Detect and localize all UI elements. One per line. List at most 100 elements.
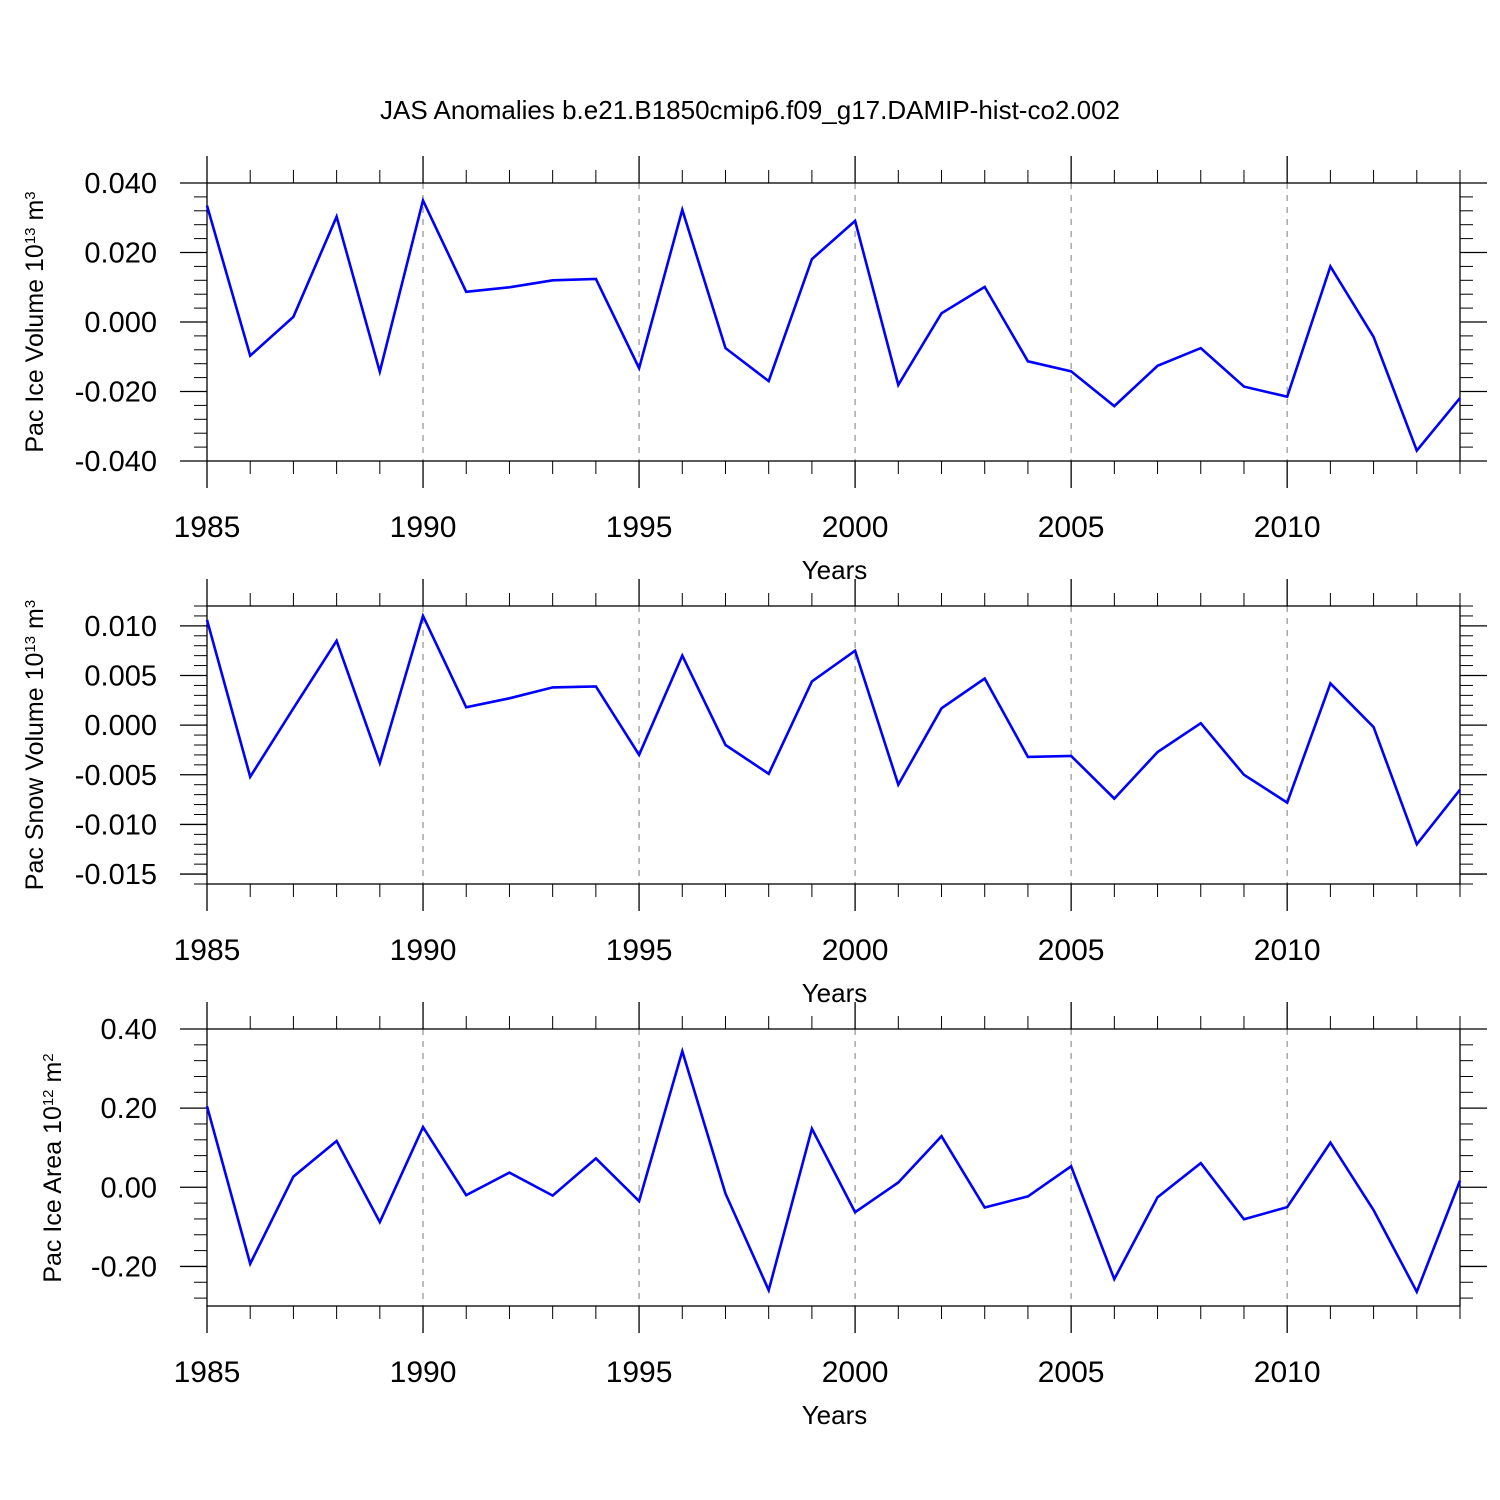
y-axis-label-exponent: 2	[40, 1053, 57, 1061]
data-point-1997	[724, 744, 726, 746]
data-point-2010	[1286, 802, 1288, 804]
data-point-1994	[595, 278, 597, 280]
ytick-label: 0.000	[84, 307, 157, 339]
xtick-label: 2010	[1254, 934, 1321, 967]
data-point-2001	[897, 1182, 899, 1184]
x-axis-label: Years	[802, 978, 868, 1008]
xtick-label: 1985	[174, 511, 241, 544]
data-point-1986	[249, 1263, 251, 1265]
xtick-label: 1995	[606, 1356, 673, 1389]
y-axis-label-text: Pac Snow Volume 10	[21, 653, 49, 891]
xtick-label: 1990	[390, 934, 457, 967]
data-point-2003	[984, 1206, 986, 1208]
y-axis-label: Pac Snow Volume 1013 m3	[21, 600, 49, 890]
ytick-label: 0.040	[84, 168, 157, 200]
data-point-1998	[768, 773, 770, 775]
ytick-label: 0.000	[84, 710, 157, 742]
data-point-2004	[1027, 756, 1029, 758]
data-point-1996	[681, 1050, 683, 1052]
xtick-label: 1990	[390, 511, 457, 544]
chart-title: JAS Anomalies b.e21.B1850cmip6.f09_g17.D…	[380, 95, 1120, 125]
data-point-1998	[768, 380, 770, 382]
data-point-2004	[1027, 1195, 1029, 1197]
data-point-2014	[1459, 397, 1461, 399]
data-point-1986	[249, 776, 251, 778]
data-point-2004	[1027, 360, 1029, 362]
y-axis-label: Pac Ice Volume 1013 m3	[21, 191, 49, 452]
data-point-1999	[811, 1128, 813, 1130]
data-point-1987	[292, 316, 294, 318]
y-axis-label-text: m	[21, 608, 49, 636]
data-point-1996	[681, 655, 683, 657]
y-axis-label-exponent: 13	[22, 227, 39, 244]
data-point-1992	[508, 286, 510, 288]
data-point-1997	[724, 1193, 726, 1195]
data-point-2013	[1416, 843, 1418, 845]
data-point-1985	[206, 205, 208, 207]
data-point-1998	[768, 1289, 770, 1291]
data-point-1990	[422, 615, 424, 617]
panel-3: 0.40 0.20 0.00 -0.20 1985 1990 1995 2000 2005 201…	[39, 1002, 1487, 1430]
ytick-label: 0.20	[101, 1093, 157, 1125]
ytick-label: 0.010	[84, 611, 157, 643]
xtick-label: 1995	[606, 934, 673, 967]
data-point-2001	[897, 384, 899, 386]
data-point-1992	[508, 1172, 510, 1174]
data-point-2008	[1200, 347, 1202, 349]
ytick-label: 0.40	[101, 1014, 157, 1046]
xtick-label: 1985	[174, 1356, 241, 1389]
data-point-1993	[552, 1195, 554, 1197]
xtick-label: 1995	[606, 511, 673, 544]
series-line	[205, 196, 1462, 454]
xtick-label: 2010	[1254, 1356, 1321, 1389]
data-point-2000	[854, 650, 856, 652]
data-point-1995	[638, 1200, 640, 1202]
data-point-2009	[1243, 774, 1245, 776]
data-point-1988	[336, 216, 338, 218]
data-point-1988	[336, 1140, 338, 1142]
data-point-1990	[422, 199, 424, 201]
series-line	[205, 1046, 1462, 1295]
ytick-label: -0.015	[75, 859, 157, 891]
data-point-2001	[897, 784, 899, 786]
data-point-2007	[1157, 365, 1159, 367]
data-point-1990	[422, 1126, 424, 1128]
data-point-2013	[1416, 450, 1418, 452]
data-point-2014	[1459, 1180, 1461, 1182]
panel-1: 0.040 0.020 0.000 -0.020 -0.040 1985 1990 1995 2…	[21, 156, 1487, 585]
y-axis-label-text: Pac Ice Area 10	[39, 1106, 67, 1283]
data-point-1995	[638, 754, 640, 756]
xtick-label: 2010	[1254, 511, 1321, 544]
data-point-2008	[1200, 1162, 1202, 1164]
data-point-2000	[854, 1211, 856, 1213]
data-point-2011	[1329, 682, 1331, 684]
data-point-2002	[941, 1135, 943, 1137]
data-point-2007	[1157, 1196, 1159, 1198]
data-point-1993	[552, 279, 554, 281]
data-point-2012	[1373, 726, 1375, 728]
data-point-1985	[206, 619, 208, 621]
x-axis-label: Years	[802, 555, 868, 585]
xtick-label: 2005	[1038, 511, 1105, 544]
xtick-label: 1985	[174, 934, 241, 967]
data-point-1999	[811, 680, 813, 682]
data-point-2010	[1286, 1206, 1288, 1208]
data-point-1991	[465, 706, 467, 708]
x-axis-label: Years	[802, 1400, 868, 1430]
panel-2: 0.010 0.005 0.000 -0.005 -0.010 -0.015 1985 199…	[21, 579, 1487, 1008]
data-point-2000	[854, 220, 856, 222]
data-point-1995	[638, 367, 640, 369]
data-point-2007	[1157, 751, 1159, 753]
data-point-2014	[1459, 789, 1461, 791]
ytick-label: 0.00	[101, 1172, 157, 1204]
y-axis-label-exponent: 13	[22, 636, 39, 653]
data-point-2005	[1070, 1165, 1072, 1167]
data-point-2008	[1200, 722, 1202, 724]
data-point-1991	[465, 291, 467, 293]
data-point-2009	[1243, 1218, 1245, 1220]
data-point-1989	[379, 371, 381, 373]
ytick-label: -0.010	[75, 809, 157, 841]
data-point-1996	[681, 209, 683, 211]
xtick-label: 2005	[1038, 1356, 1105, 1389]
